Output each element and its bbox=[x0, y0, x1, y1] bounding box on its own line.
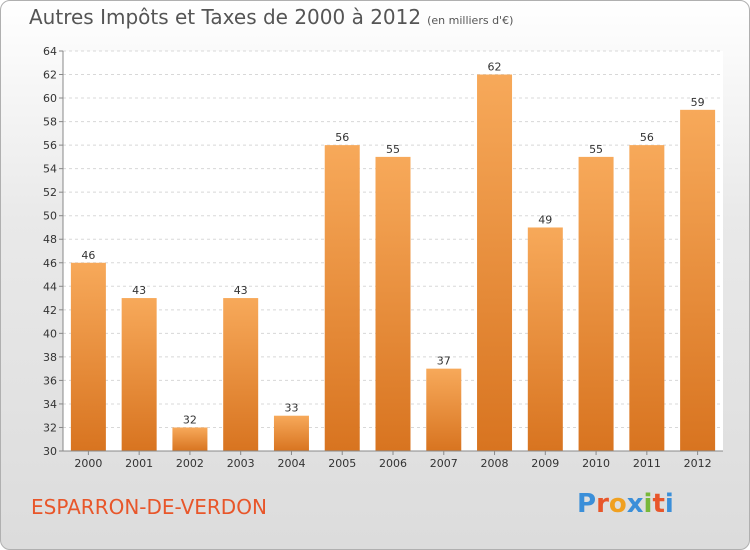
value-label-2009: 49 bbox=[538, 213, 552, 226]
chart-subtitle: (en milliers d'€) bbox=[427, 14, 514, 27]
y-tick-label: 32 bbox=[43, 421, 57, 434]
bar-2006 bbox=[375, 156, 411, 451]
value-label-2010: 55 bbox=[589, 143, 603, 156]
x-tick-label-2006: 2006 bbox=[379, 457, 407, 470]
bar-2011 bbox=[629, 145, 665, 451]
x-tick-label-2005: 2005 bbox=[328, 457, 356, 470]
y-tick-label: 36 bbox=[43, 374, 57, 387]
value-label-2005: 56 bbox=[335, 131, 349, 144]
bar-2004 bbox=[273, 415, 309, 451]
x-tick-label-2002: 2002 bbox=[176, 457, 204, 470]
y-tick-label: 52 bbox=[43, 186, 57, 199]
x-tick-label-2003: 2003 bbox=[227, 457, 255, 470]
logo-letter: r bbox=[596, 489, 609, 519]
y-tick-label: 34 bbox=[43, 398, 57, 411]
value-label-2000: 46 bbox=[81, 249, 95, 262]
value-label-2007: 37 bbox=[437, 355, 451, 368]
y-tick-label: 48 bbox=[43, 233, 57, 246]
logo-letter: P bbox=[577, 489, 597, 519]
y-tick-label: 58 bbox=[43, 116, 57, 129]
x-tick-label-2011: 2011 bbox=[633, 457, 661, 470]
bar-2010 bbox=[578, 156, 614, 451]
bar-2007 bbox=[426, 368, 462, 451]
logo-letter: x bbox=[626, 489, 644, 519]
y-tick-label: 40 bbox=[43, 327, 57, 340]
x-tick-label-2004: 2004 bbox=[277, 457, 305, 470]
value-label-2003: 43 bbox=[234, 284, 248, 297]
y-tick-label: 60 bbox=[43, 92, 57, 105]
bar-2005 bbox=[324, 145, 360, 451]
value-label-2012: 59 bbox=[691, 96, 705, 109]
bar-2003 bbox=[223, 298, 259, 451]
x-tick-label-2008: 2008 bbox=[481, 457, 509, 470]
value-label-2001: 43 bbox=[132, 284, 146, 297]
y-tick-label: 30 bbox=[43, 445, 57, 458]
value-label-2002: 32 bbox=[183, 413, 197, 426]
bar-2009 bbox=[527, 227, 563, 451]
x-tick-label-2010: 2010 bbox=[582, 457, 610, 470]
value-label-2011: 56 bbox=[640, 131, 654, 144]
y-tick-label: 38 bbox=[43, 351, 57, 364]
logo-letter: t bbox=[652, 489, 665, 519]
bar-2001 bbox=[121, 298, 157, 451]
y-tick-label: 62 bbox=[43, 69, 57, 82]
x-tick-label-2009: 2009 bbox=[531, 457, 559, 470]
logo-letter: i bbox=[643, 489, 653, 519]
commune-name: ESPARRON-DE-VERDON bbox=[31, 495, 267, 519]
logo-letter: i bbox=[664, 489, 674, 519]
logo-letter: o bbox=[608, 489, 627, 519]
y-tick-label: 44 bbox=[43, 280, 57, 293]
y-tick-label: 50 bbox=[43, 210, 57, 223]
y-tick-label: 56 bbox=[43, 139, 57, 152]
bar-2000 bbox=[70, 262, 106, 451]
bar-2012 bbox=[680, 109, 716, 451]
x-tick-label-2000: 2000 bbox=[74, 457, 102, 470]
y-tick-label: 64 bbox=[43, 45, 57, 58]
value-label-2004: 33 bbox=[284, 402, 298, 415]
x-tick-label-2001: 2001 bbox=[125, 457, 153, 470]
proxiti-logo: Proxiti bbox=[577, 489, 674, 519]
value-label-2006: 55 bbox=[386, 143, 400, 156]
y-tick-label: 42 bbox=[43, 304, 57, 317]
y-tick-label: 46 bbox=[43, 257, 57, 270]
x-tick-label-2012: 2012 bbox=[684, 457, 712, 470]
value-label-2008: 62 bbox=[488, 61, 502, 74]
chart-title: Autres Impôts et Taxes de 2000 à 2012 (en… bbox=[29, 5, 514, 29]
y-tick-label: 54 bbox=[43, 163, 57, 176]
x-tick-label-2007: 2007 bbox=[430, 457, 458, 470]
bar-2008 bbox=[477, 74, 513, 451]
bar-2002 bbox=[172, 427, 208, 451]
